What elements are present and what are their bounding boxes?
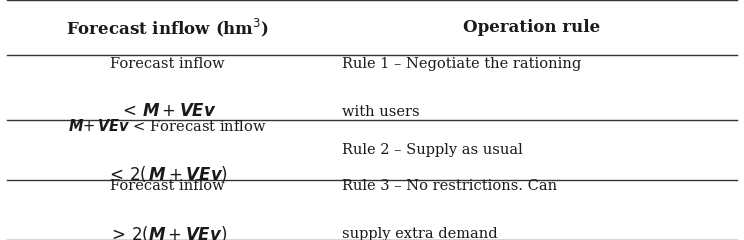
Text: with users: with users [342,105,420,119]
Text: Forecast inflow: Forecast inflow [110,57,225,71]
Text: $\boldsymbol{M}$$+\,\boldsymbol{VEv}$ < Forecast inflow: $\boldsymbol{M}$$+\,\boldsymbol{VEv}$ < … [68,118,266,134]
Text: $<\,2(\,\boldsymbol{M} + \boldsymbol{VEv})$: $<\,2(\,\boldsymbol{M} + \boldsymbol{VEv… [106,164,228,184]
Text: $>\,2(\boldsymbol{M} + \boldsymbol{VEv})$: $>\,2(\boldsymbol{M} + \boldsymbol{VEv})… [108,224,227,240]
Text: Operation rule: Operation rule [464,19,600,36]
Text: Rule 3 – No restrictions. Can: Rule 3 – No restrictions. Can [342,179,557,193]
Text: Forecast inflow (hm$^3$): Forecast inflow (hm$^3$) [66,16,269,39]
Text: Rule 1 – Negotiate the rationing: Rule 1 – Negotiate the rationing [342,57,582,71]
Text: Forecast inflow: Forecast inflow [110,179,225,193]
Text: supply extra demand: supply extra demand [342,227,498,240]
Text: $<\,\boldsymbol{M} + \boldsymbol{VEv}$: $<\,\boldsymbol{M} + \boldsymbol{VEv}$ [118,103,217,120]
Text: Rule 2 – Supply as usual: Rule 2 – Supply as usual [342,143,523,157]
